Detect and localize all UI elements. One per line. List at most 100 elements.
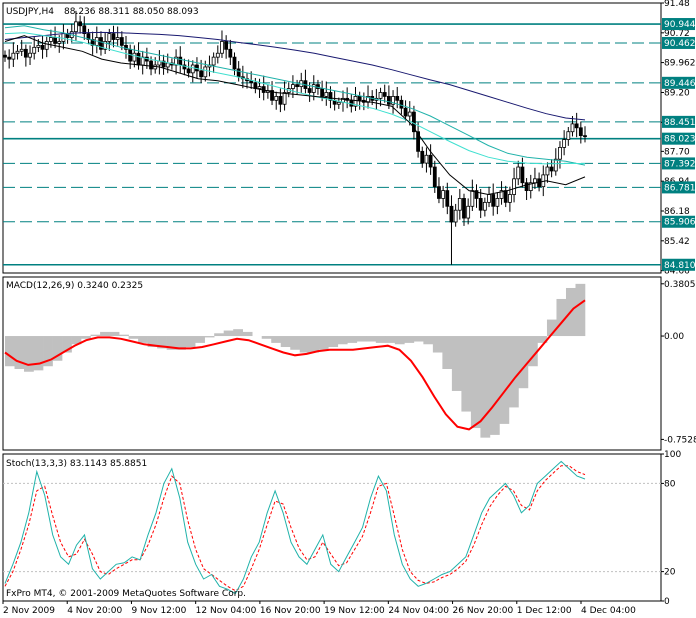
candle-body [432,166,437,188]
stoch-tick-label: 100 [664,450,681,460]
macd-bar [375,336,386,343]
candle-body [495,198,500,207]
macd-bar [176,336,186,350]
macd-bar [451,336,462,391]
candle-body [190,64,195,74]
candle-body [111,33,116,40]
candle-body [507,194,512,203]
stoch-tick-label: 0 [664,597,670,607]
candle-body [503,190,508,203]
candle-body [466,205,471,219]
candle-body [445,190,450,207]
macd-bar [328,336,339,348]
macd-bar [413,336,424,342]
candle-body [562,139,567,148]
candle-body [324,92,329,97]
candle-body [220,41,224,54]
macd-bar [185,336,196,348]
macd-bar [442,336,453,369]
macd-bar [271,336,282,343]
candle-body [99,37,103,50]
candle-body [583,135,587,138]
candle-body [178,56,183,66]
candle-body [28,52,32,58]
macd-bar [508,336,519,408]
candle-body [211,56,216,66]
candle-body [203,66,208,78]
macd-bar [138,336,148,343]
candle-body [420,150,425,164]
candle-body [11,52,16,60]
candle-body [499,190,504,199]
level-label: 88.023 [664,135,696,145]
macd-bar [214,333,224,337]
candle-body [149,60,153,70]
candle-body [78,21,83,27]
moving-average-line [4,31,586,121]
candle-body [403,107,408,117]
candle-body [386,96,391,105]
candle-body [512,178,516,195]
macd-title: MACD(12,26,9) 0.3240 0.2325 [6,281,143,291]
candle-body [578,127,583,137]
candle-body [462,198,466,219]
candle-body [53,37,57,44]
stoch-tick-label: 20 [664,568,676,578]
macd-bar [33,336,44,371]
level-label: 90.462 [664,39,696,49]
macd-bar [385,336,396,343]
macd-bar [261,336,272,339]
candle-body [115,37,120,40]
macd-bar [461,336,472,412]
chart-symbol-title: USDJPY,H4 [6,7,54,17]
moving-average-line [4,25,586,166]
candle-body [545,166,550,176]
stoch-tick-label: 80 [664,479,676,489]
chart-ohlc: 88.236 88.311 88.050 88.093 [64,7,199,17]
macd-bar [347,336,358,343]
candle-body [336,101,341,105]
level-label-box [662,157,695,170]
level-label-box [662,36,695,49]
candle-body [574,123,579,129]
candle-body [253,82,258,89]
macd-bar [71,336,82,345]
macd-bar [166,336,177,350]
candle-body [182,64,187,70]
candle-body [61,33,66,42]
candle-body [215,52,220,58]
candle-body [482,201,487,211]
candle-body [491,194,496,207]
candle-body [36,44,41,48]
moving-average-line [4,35,586,196]
macd-tick-label: 0.3805 [664,280,696,290]
level-label-box [662,115,695,128]
macd-bar [147,336,158,348]
moving-average-line [4,32,585,165]
macd-bar [52,336,63,361]
time-tick-label: 9 Nov 12:00 [131,606,186,616]
macd-bar [318,336,329,350]
candle-body [437,186,441,199]
candle-body [549,166,554,172]
candle-body [320,88,325,97]
macd-bar [480,336,491,438]
level-label-box [662,18,695,31]
time-tick-label: 16 Nov 20:00 [260,606,321,616]
time-tick-label: 4 Nov 20:00 [67,606,122,616]
candle-body [48,37,53,42]
time-tick-label: 24 Nov 04:00 [388,606,449,616]
stochastic-pane: 100 80 20 0 Stoch(13,3,3) 83.1143 85.8851 F… [2,450,681,607]
candle-body [487,194,491,203]
stoch-axis: 100 80 20 0 [661,450,681,607]
time-tick-label: 2 Nov 2009 [3,606,55,616]
candle-body [278,96,283,105]
candle-body [74,21,78,33]
stoch-levels [3,482,661,573]
macd-bar [128,336,139,339]
candle-body [291,84,295,89]
time-tick-label: 19 Nov 12:00 [324,606,385,616]
candle-body [311,84,316,93]
